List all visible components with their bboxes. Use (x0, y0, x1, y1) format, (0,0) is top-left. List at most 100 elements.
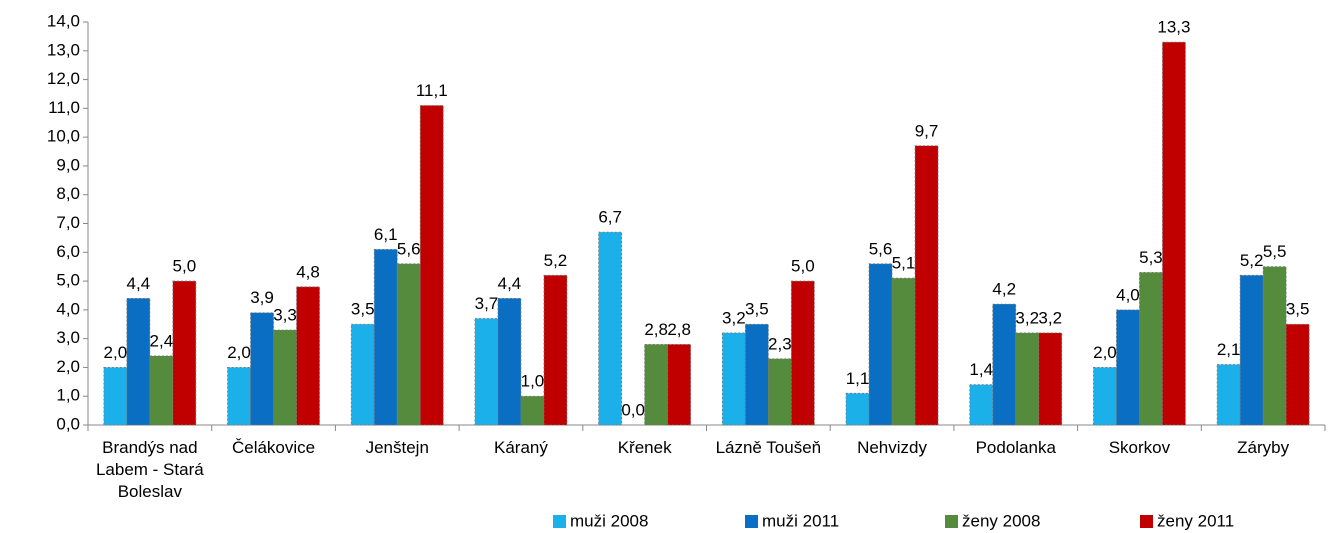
bar (914, 145, 939, 426)
bar (969, 384, 994, 426)
data-label: 1,0 (521, 372, 545, 391)
bar (1216, 364, 1241, 426)
bar (1139, 272, 1163, 426)
data-label: 3,2 (1038, 308, 1062, 327)
y-tick-label: 9,0 (56, 155, 80, 174)
bar (227, 367, 251, 426)
legend-label: ženy 2008 (962, 511, 1040, 530)
data-label: 4,8 (296, 262, 320, 281)
data-label: 2,0 (104, 343, 128, 362)
bar (598, 231, 623, 426)
data-label: 5,0 (791, 257, 815, 276)
bar (273, 329, 297, 426)
bar (350, 323, 375, 426)
bar (1093, 367, 1117, 426)
y-tick-label: 5,0 (56, 271, 80, 290)
bar (149, 355, 174, 426)
data-label: 11,1 (416, 81, 448, 100)
bar (891, 277, 916, 426)
bar (497, 297, 522, 426)
bar (1162, 41, 1186, 426)
data-label: 2,1 (1217, 340, 1241, 359)
legend-label: muži 2008 (570, 511, 648, 530)
bar (543, 274, 568, 426)
data-label: 2,0 (1093, 343, 1117, 362)
y-tick-label: 6,0 (56, 242, 80, 261)
data-label: 3,9 (250, 288, 274, 307)
bar (126, 297, 151, 426)
y-tick-label: 0,0 (56, 414, 80, 433)
bar (667, 343, 692, 426)
legend-swatch (945, 515, 958, 528)
data-label: 5,5 (1263, 242, 1287, 261)
legend-swatch (553, 515, 566, 528)
data-label: 6,1 (374, 225, 398, 244)
data-label: 3,5 (1286, 300, 1310, 319)
bar (1285, 323, 1310, 426)
bar (103, 367, 128, 426)
data-label: 6,7 (598, 208, 622, 227)
bar (1239, 274, 1264, 426)
data-label: 2,3 (768, 334, 792, 353)
data-label: 0,0 (621, 400, 645, 419)
bar (419, 105, 444, 426)
data-label: 3,7 (475, 294, 499, 313)
y-tick-label: 11,0 (48, 98, 80, 117)
data-label: 3,5 (351, 300, 375, 319)
y-tick-label: 14,0 (47, 11, 80, 30)
data-label: 9,7 (915, 121, 939, 140)
bar (992, 303, 1017, 426)
data-label: 3,2 (722, 308, 746, 327)
y-tick-label: 7,0 (56, 213, 80, 232)
data-label: 5,2 (1240, 251, 1264, 270)
data-label: 1,4 (969, 360, 993, 379)
bar (1116, 309, 1140, 426)
y-tick-label: 10,0 (47, 127, 80, 146)
y-tick-label: 13,0 (47, 40, 80, 59)
data-label: 4,4 (127, 274, 151, 293)
bar (474, 318, 499, 426)
data-label: 13,3 (1157, 18, 1190, 37)
y-tick-label: 8,0 (56, 184, 80, 203)
bar (1015, 332, 1040, 426)
x-tick-label: Záryby (1237, 438, 1290, 457)
bar (250, 312, 274, 426)
y-tick-label: 12,0 (47, 69, 80, 88)
bar (790, 280, 815, 426)
data-label: 2,4 (150, 331, 174, 350)
data-label: 4,4 (498, 274, 522, 293)
bar (1262, 266, 1287, 426)
y-tick-label: 2,0 (56, 357, 80, 376)
bar (767, 358, 792, 426)
legend-label: ženy 2011 (1157, 511, 1234, 530)
x-tick-label: Podolanka (975, 438, 1056, 457)
legend-label: muži 2011 (762, 511, 839, 530)
data-label: 3,5 (745, 300, 769, 319)
bar (373, 249, 398, 426)
y-tick-label: 3,0 (56, 328, 80, 347)
data-label: 4,2 (992, 280, 1016, 299)
y-tick-label: 1,0 (56, 386, 80, 405)
bar (1038, 332, 1063, 426)
data-label: 2,8 (644, 320, 668, 339)
data-label: 5,0 (173, 257, 197, 276)
bar (868, 263, 893, 426)
bar (520, 395, 545, 426)
x-tick-label: Jenštejn (365, 438, 429, 457)
data-label: 5,3 (1139, 248, 1163, 267)
bar (172, 280, 197, 426)
data-label: 5,1 (892, 254, 916, 273)
data-label: 3,3 (273, 305, 297, 324)
bar (644, 343, 669, 426)
x-tick-label: Skorkov (1108, 438, 1171, 457)
bar (296, 286, 320, 426)
data-label: 2,8 (667, 320, 691, 339)
x-tick-label: Brandýs nad Labem - Stará Boleslav (95, 438, 204, 501)
x-tick-label: Nehvizdy (857, 438, 927, 457)
x-tick-label: Káraný (494, 438, 548, 457)
x-tick-label: Čelákovice (231, 438, 316, 457)
y-tick-label: 4,0 (56, 299, 80, 318)
legend-swatch (1140, 515, 1153, 528)
